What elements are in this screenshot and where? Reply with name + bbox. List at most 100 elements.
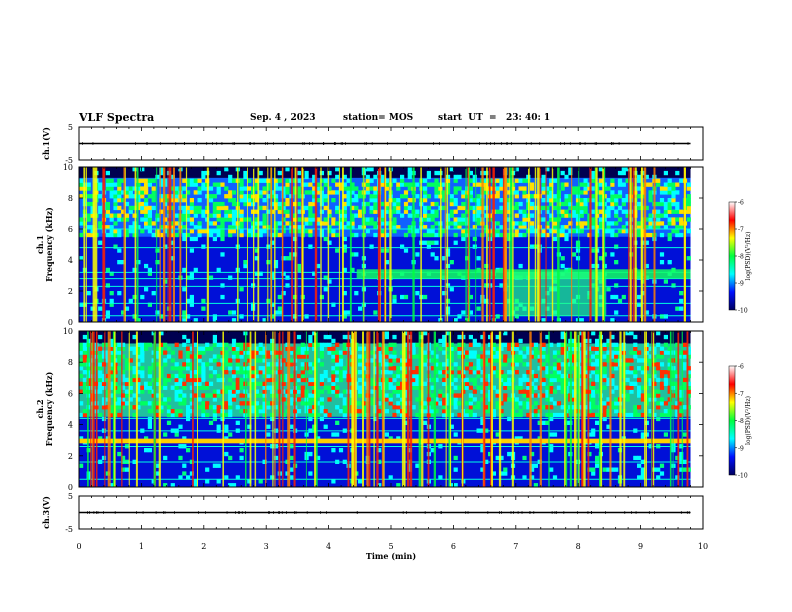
spectrogram-cell [453,201,458,207]
spectrogram-cell [239,409,244,414]
spectrogram-cell [220,232,225,238]
spectrogram-cell [545,198,550,203]
spectrogram-cell [338,377,344,383]
spectrogram-cell [614,358,619,363]
spectrogram-cell [377,448,382,453]
spectrogram-cell [174,342,179,347]
spectrogram-cell [373,205,378,211]
spectrogram-cell [614,350,619,355]
spectrogram-cell [121,346,126,351]
spectrogram-cell [262,389,267,394]
spectrogram-cell [254,389,259,394]
spectrogram-cell [319,201,324,207]
spectrogram-cell [495,314,500,319]
spectrogram-cell [545,393,550,398]
spectrogram-cell [231,354,237,359]
spectrogram-cell [117,350,122,355]
spectrogram-cell [652,350,657,355]
sferic-burst [314,331,317,487]
spectrogram-cell [117,346,122,351]
spectrogram-cell [591,170,596,176]
spectrogram-cell [461,194,466,199]
spectrogram-cell [560,331,565,336]
spectrogram-cell [128,209,133,214]
spectrogram-cell [189,275,194,280]
spectrogram-cell [128,205,133,211]
spectrogram-cell [193,393,198,398]
spectrogram-cell [545,358,550,363]
spectrogram-cell [212,221,217,226]
spectrogram-cell [216,409,221,414]
spectrogram-cell [189,366,194,371]
date-label: Sep. 4 , 2023 [250,113,316,123]
spectrogram-cell [300,350,305,355]
spectrogram-cell [568,170,573,176]
spectrogram-cell [182,232,187,238]
spectrogram-cell [231,370,237,375]
spectrogram-cell [637,393,642,398]
spectrogram-cell [186,354,191,359]
spectrogram-cell [679,178,684,183]
spectrogram-cell [472,405,477,410]
sferic-burst [342,167,344,322]
spectrogram-cell [174,362,179,367]
spectrogram-cell [675,205,680,211]
spectrogram-cell [541,393,546,398]
spectrogram-cell [407,186,412,191]
spectrogram-cell [128,358,133,363]
spectrogram-cell [392,405,397,410]
spectrogram-cell [518,436,523,441]
spectrogram-cell [621,294,626,300]
spectrogram-cell [423,225,428,230]
spectrogram-cell [189,346,194,351]
sferic-burst [380,167,381,322]
spectrogram-cell [243,186,248,191]
spectrogram-cell [595,358,600,363]
spectrogram-cell [117,194,122,199]
spectrogram-cell [239,178,244,183]
spectrogram-cell [121,217,126,222]
spectrogram-cell [587,401,592,406]
spectrogram-cell [166,420,172,425]
spectrogram-cell [342,310,347,315]
spectrogram-cell [480,334,485,340]
spectrogram-cell [109,225,114,230]
spectrogram-cell [453,225,458,230]
spectrogram-cell [637,302,642,307]
spectrogram-cell [82,346,87,351]
spectrogram-cell [445,373,451,379]
spectrogram-cell [327,389,332,394]
spectrogram-cell [98,381,103,386]
spectrogram-cell [144,201,149,207]
spectrogram-cell [396,409,401,414]
spectrogram-cell [254,225,259,230]
spectrogram-cell [686,381,691,386]
spectrogram-cell [426,194,431,199]
spectrogram-cell [476,370,481,375]
spectrogram-cell [533,463,538,468]
spectrogram-cell [679,412,684,418]
spectrogram-cell [163,358,168,363]
spectrogram-cell [445,366,451,371]
spectrogram-cell [675,201,680,207]
spectrogram-cell [403,401,409,406]
spectrogram-cell [358,479,363,484]
spectrogram-cell [251,366,256,371]
spectrogram-cell [445,354,451,359]
spectrogram-cell [358,401,363,406]
spectrogram-cell [377,483,382,488]
spectrogram-cell [610,232,615,238]
spectrogram-cell [476,221,481,226]
spectrogram-cell [266,194,271,199]
spectrogram-cell [384,381,389,386]
spectrogram-cell [251,409,256,414]
spectrogram-cell [686,393,691,398]
spectrogram-cell [136,346,141,351]
spectrogram-cell [105,225,110,230]
spectrogram-cell [82,350,87,355]
spectrogram-cell [266,377,271,383]
spectrogram-cell [109,190,114,195]
spectrogram-cell [346,198,351,203]
spectrogram-cell [380,248,386,253]
spectrogram-cell [583,205,588,211]
